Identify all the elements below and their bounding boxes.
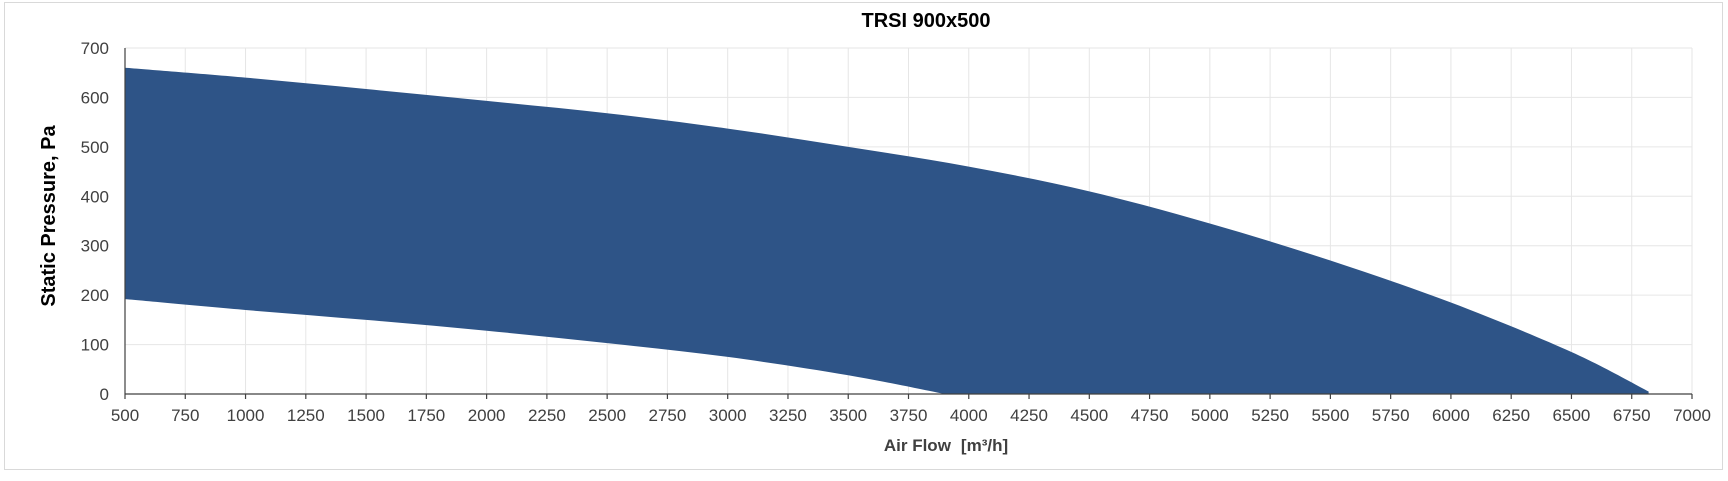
x-tick-label: 6500 [1553,406,1591,425]
x-tick-label: 1500 [347,406,385,425]
y-axis-title: Static Pressure, Pa [38,125,60,307]
x-tick-label: 2250 [528,406,566,425]
x-tick-label: 750 [171,406,199,425]
y-tick-label: 500 [81,138,109,157]
x-axis-title: Air Flow [m³/h] [884,436,1008,455]
x-tick-label: 4500 [1070,406,1108,425]
y-tick-label: 300 [81,237,109,256]
tick-layer: 500 750 1000 1250 1500 1750 2000 2250 2500 2750 30… [81,39,1711,425]
x-axis-title-unit: [m³/h] [961,436,1008,455]
x-tick-label: 5500 [1311,406,1349,425]
chart-title: TRSI 900x500 [862,10,991,32]
x-tick-label: 1750 [407,406,445,425]
x-tick-label: 3750 [890,406,928,425]
x-tick-label: 4250 [1010,406,1048,425]
x-tick-label: 5000 [1191,406,1229,425]
area-layer [125,67,1649,395]
y-tick-label: 400 [81,187,109,206]
x-tick-label: 6000 [1432,406,1470,425]
x-tick-label: 5250 [1251,406,1289,425]
operating-range-area [125,67,1649,395]
x-tick-label: 3250 [769,406,807,425]
y-tick-label: 700 [81,39,109,58]
x-tick-label: 500 [111,406,139,425]
x-tick-label: 4000 [950,406,988,425]
y-tick-label: 200 [81,286,109,305]
x-tick-label: 3500 [829,406,867,425]
x-tick-label: 3000 [709,406,747,425]
y-tick-label: 600 [81,88,109,107]
x-tick-label: 5750 [1372,406,1410,425]
y-tick-label: 0 [100,385,109,404]
x-tick-label: 2000 [468,406,506,425]
x-tick-label: 6750 [1613,406,1651,425]
x-tick-label: 2500 [588,406,626,425]
x-tick-label: 6250 [1492,406,1530,425]
x-axis-title-main: Air Flow [884,436,952,455]
x-tick-label: 4750 [1131,406,1169,425]
x-tick-label: 2750 [649,406,687,425]
x-tick-label: 1250 [287,406,325,425]
y-tick-label: 100 [81,336,109,355]
x-tick-label: 7000 [1673,406,1711,425]
x-tick-label: 1000 [227,406,265,425]
